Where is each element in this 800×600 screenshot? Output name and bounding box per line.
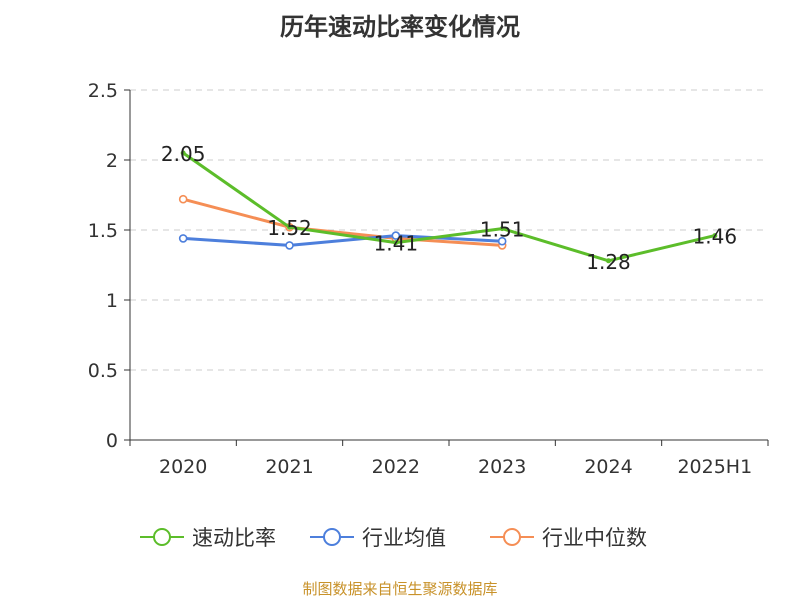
series-group	[178, 150, 718, 264]
data-point[interactable]	[178, 234, 188, 243]
data-point[interactable]	[180, 150, 186, 156]
data-point[interactable]	[393, 240, 399, 246]
data-label: 1.41	[374, 232, 419, 256]
series-line-0	[182, 151, 716, 263]
data-label: 2.05	[161, 142, 206, 166]
legend-marker	[153, 528, 171, 546]
legend-marker	[503, 528, 521, 546]
y-tick-label: 1.5	[88, 220, 118, 242]
data-label: 1.52	[267, 216, 312, 240]
data-label: 1.51	[480, 218, 525, 242]
data-point[interactable]	[178, 194, 188, 204]
legend-item-1[interactable]: 行业均值	[310, 526, 446, 550]
data-point[interactable]	[287, 224, 292, 230]
data-label: 1.28	[586, 250, 631, 274]
series-line-1	[183, 234, 503, 247]
x-tick-label: 2022	[372, 456, 420, 478]
y-tick-label: 2.5	[88, 80, 118, 102]
x-tick-label: 2023	[478, 456, 526, 478]
data-point[interactable]	[606, 258, 611, 264]
legend[interactable]: 速动比率 行业均值 行业中位数	[140, 526, 647, 550]
y-tick-label: 2	[106, 150, 118, 172]
data-point[interactable]	[391, 231, 401, 240]
x-tick-label: 2021	[265, 456, 313, 478]
data-label: 1.46	[693, 225, 738, 249]
y-tick-label: 0	[106, 430, 118, 452]
data-point[interactable]	[499, 226, 505, 232]
legend-label: 速动比率	[192, 526, 276, 550]
source-note: 制图数据来自恒生聚源数据库	[302, 580, 497, 598]
legend-item-2[interactable]: 行业中位数	[490, 526, 647, 550]
legend-marker	[323, 528, 341, 546]
y-tick-label: 1	[106, 290, 118, 312]
series-line-2	[182, 197, 503, 247]
x-tick-label: 2024	[584, 456, 632, 478]
data-point[interactable]	[285, 241, 294, 250]
x-tick-label: 2025H1	[677, 456, 752, 478]
data-point[interactable]	[712, 233, 718, 239]
data-point[interactable]	[497, 236, 507, 246]
data-labels: 2.05 1.52 1.41 1.51 1.28 1.46	[161, 142, 737, 274]
legend-label: 行业中位数	[542, 526, 647, 550]
x-tick-label: 2020	[159, 456, 207, 478]
legend-item-0[interactable]: 速动比率	[140, 526, 276, 550]
y-tick-label: 0.5	[88, 360, 118, 382]
gridlines	[130, 89, 768, 371]
legend-label: 行业均值	[362, 526, 446, 550]
chart-title: 历年速动比率变化情况	[280, 13, 520, 41]
